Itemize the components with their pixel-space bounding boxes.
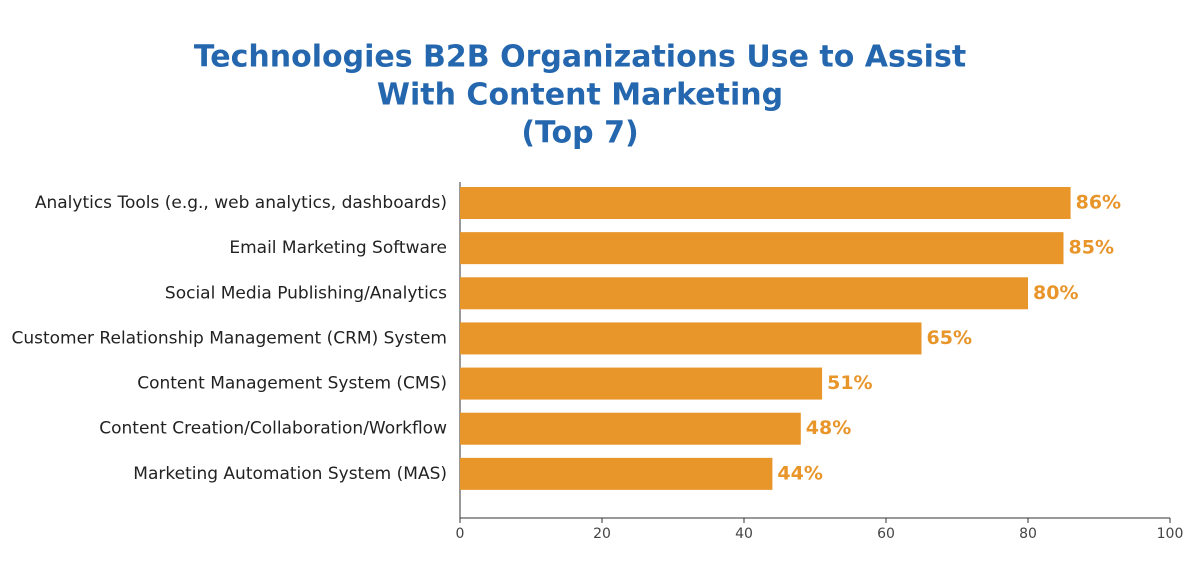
x-tick-label: 0 — [456, 526, 465, 542]
value-label: 86% — [1076, 192, 1121, 214]
bar — [460, 367, 823, 400]
bar — [460, 412, 801, 445]
x-tick-label: 40 — [735, 526, 753, 542]
value-label: 85% — [1069, 237, 1114, 259]
category-label: Email Marketing Software — [229, 238, 447, 258]
bar — [460, 322, 922, 355]
x-tick-label: 100 — [1157, 526, 1184, 542]
category-label: Content Management System (CMS) — [137, 374, 447, 394]
value-label: 48% — [806, 417, 851, 439]
value-label: 51% — [827, 372, 872, 394]
category-label: Analytics Tools (e.g., web analytics, da… — [35, 193, 447, 213]
chart-title: With Content Marketing — [377, 78, 783, 113]
value-label: 80% — [1033, 282, 1078, 304]
x-tick-label: 60 — [877, 526, 895, 542]
bar — [460, 277, 1028, 310]
bar — [460, 232, 1064, 265]
category-label: Social Media Publishing/Analytics — [165, 283, 447, 303]
chart-title: (Top 7) — [521, 116, 638, 151]
chart-title: Technologies B2B Organizations Use to As… — [194, 40, 966, 75]
value-label: 65% — [927, 327, 972, 349]
x-tick-label: 20 — [593, 526, 611, 542]
bar — [460, 457, 773, 490]
bar — [460, 187, 1071, 219]
category-label: Content Creation/Collaboration/Workflow — [99, 419, 447, 439]
category-label: Marketing Automation System (MAS) — [133, 464, 447, 484]
category-label: Customer Relationship Management (CRM) S… — [11, 328, 447, 348]
x-tick-label: 80 — [1019, 526, 1037, 542]
value-label: 44% — [777, 462, 822, 484]
